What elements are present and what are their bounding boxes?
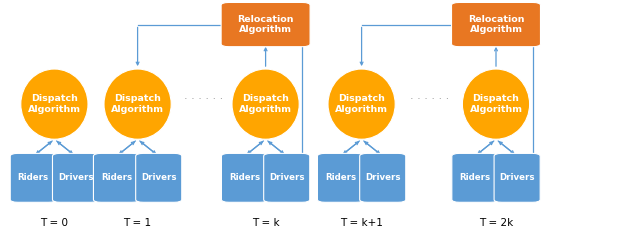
Text: T = 2k: T = 2k [479,219,513,228]
FancyBboxPatch shape [221,2,310,47]
Text: Drivers: Drivers [499,173,535,182]
FancyBboxPatch shape [360,154,406,202]
Text: Riders: Riders [229,173,260,182]
Text: Relocation
Algorithm: Relocation Algorithm [237,15,294,34]
FancyBboxPatch shape [52,154,99,202]
FancyBboxPatch shape [93,154,140,202]
Text: Dispatch
Algorithm: Dispatch Algorithm [239,95,292,114]
Ellipse shape [328,69,396,139]
Ellipse shape [104,69,172,139]
Text: Dispatch
Algorithm: Dispatch Algorithm [111,95,164,114]
FancyBboxPatch shape [452,154,498,202]
Text: T = 0: T = 0 [40,219,68,228]
FancyBboxPatch shape [452,2,540,47]
Text: Drivers: Drivers [58,173,93,182]
FancyBboxPatch shape [317,154,364,202]
Text: · · · · · ·: · · · · · · [184,95,223,104]
Text: Relocation
Algorithm: Relocation Algorithm [468,15,524,34]
Text: · · · · · ·: · · · · · · [410,95,450,104]
FancyBboxPatch shape [221,154,268,202]
FancyBboxPatch shape [10,154,56,202]
Ellipse shape [232,69,300,139]
Text: T = 1: T = 1 [124,219,152,228]
FancyBboxPatch shape [264,154,310,202]
FancyBboxPatch shape [494,154,540,202]
Text: T = k: T = k [252,219,280,228]
Text: Dispatch
Algorithm: Dispatch Algorithm [335,95,388,114]
Text: Riders: Riders [325,173,356,182]
Text: Dispatch
Algorithm: Dispatch Algorithm [28,95,81,114]
Ellipse shape [462,69,530,139]
Text: T = k+1: T = k+1 [340,219,383,228]
Text: Drivers: Drivers [141,173,177,182]
FancyBboxPatch shape [136,154,182,202]
Text: Riders: Riders [101,173,132,182]
Text: Dispatch
Algorithm: Dispatch Algorithm [470,95,522,114]
Text: Drivers: Drivers [269,173,305,182]
Text: Riders: Riders [18,173,49,182]
Text: Drivers: Drivers [365,173,401,182]
Text: Riders: Riders [460,173,490,182]
Ellipse shape [21,69,88,139]
